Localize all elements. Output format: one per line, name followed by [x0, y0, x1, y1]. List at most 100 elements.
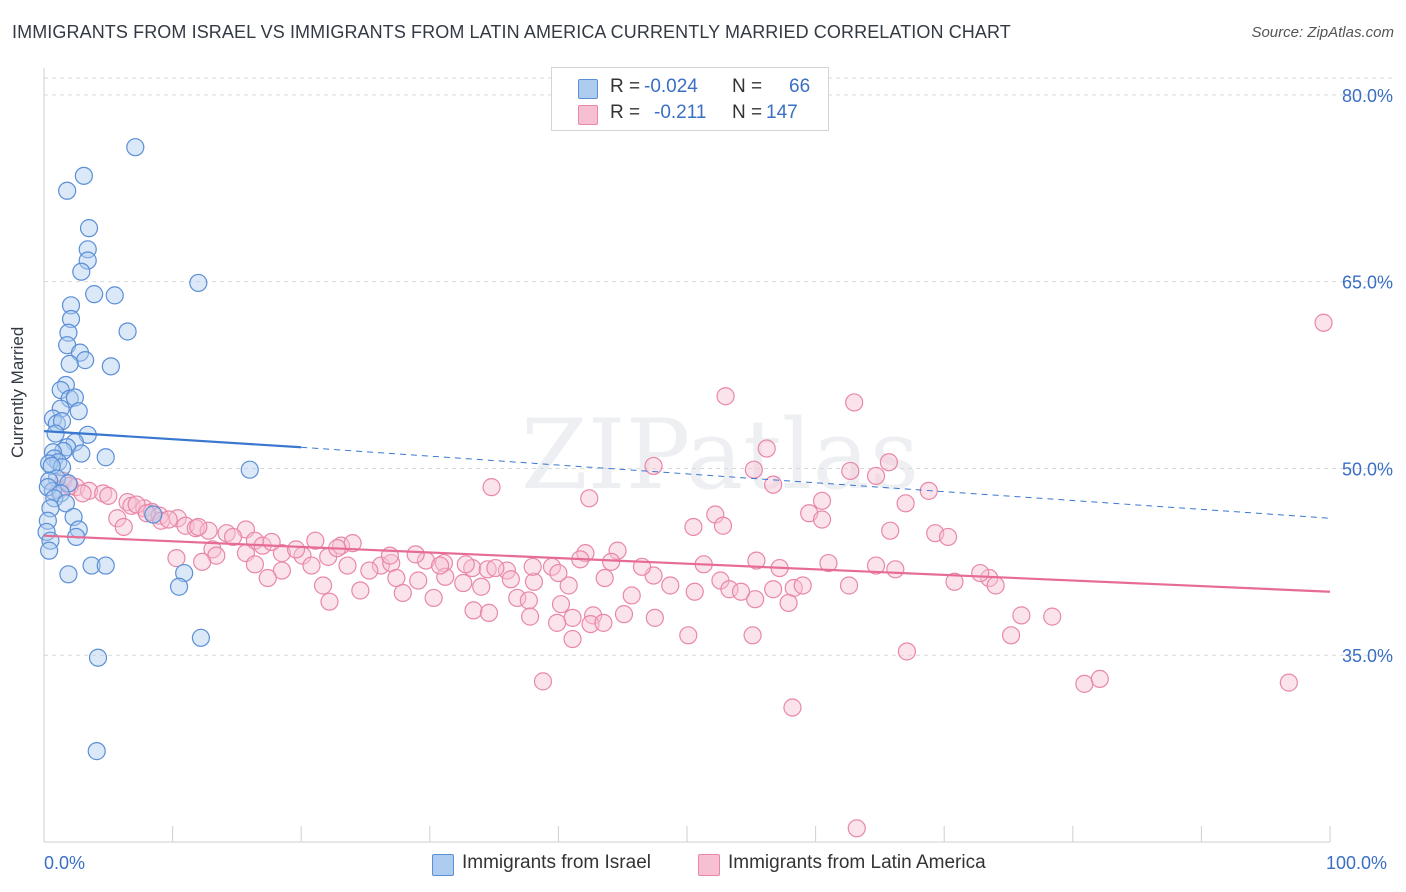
- legend-n-value: 66: [789, 76, 811, 97]
- latam-point: [812, 491, 832, 510]
- latam-point: [409, 571, 428, 590]
- latam-point: [661, 576, 680, 595]
- israel-point: [96, 556, 115, 575]
- latam-point: [819, 553, 838, 573]
- latam-point: [779, 593, 798, 613]
- y-tick-label: 35.0%: [1342, 646, 1393, 666]
- latam-point: [684, 517, 703, 537]
- latam-swatch: [578, 105, 598, 125]
- latam-point: [223, 527, 243, 547]
- latam-point: [559, 576, 578, 595]
- y-tick-label: 50.0%: [1342, 459, 1393, 479]
- israel-point: [61, 309, 81, 329]
- israel-point: [69, 402, 88, 421]
- y-tick-label: 65.0%: [1342, 273, 1393, 293]
- israel-point: [144, 505, 163, 524]
- latam-point: [472, 577, 491, 596]
- israel-legend-label: Immigrants from Israel: [462, 852, 651, 873]
- latam-point: [746, 590, 765, 609]
- latam-point: [320, 592, 339, 611]
- latam-point: [521, 607, 540, 626]
- latam-point: [99, 486, 118, 505]
- latam-point: [812, 510, 832, 529]
- latam-point: [783, 698, 802, 717]
- israel-point: [105, 286, 124, 305]
- israel-point: [59, 474, 78, 493]
- israel-point: [96, 448, 115, 467]
- latam-trend-line: [43, 534, 1331, 593]
- latam-point: [747, 551, 766, 570]
- latam-point: [387, 568, 406, 588]
- israel-point: [56, 375, 75, 395]
- latam-point: [679, 626, 698, 645]
- latam-point: [1314, 313, 1333, 332]
- legend-n-label: N =: [732, 102, 763, 123]
- israel-point: [79, 219, 99, 238]
- latam-point: [897, 642, 917, 661]
- israel-point: [76, 351, 95, 370]
- israel-point: [189, 273, 208, 293]
- israel-point: [60, 354, 79, 373]
- y-tick-label: 80.0%: [1342, 86, 1393, 106]
- israel-point: [59, 565, 78, 584]
- legend-n-value: 147: [766, 102, 798, 123]
- israel-point: [101, 357, 120, 376]
- latam-point: [159, 510, 178, 529]
- israel-point: [191, 628, 210, 647]
- latam-point: [622, 586, 641, 605]
- israel-point: [45, 489, 64, 508]
- latam-point: [338, 556, 357, 575]
- legend-r-label: R =: [610, 102, 641, 123]
- latam-point: [744, 460, 763, 479]
- latam-point: [886, 560, 905, 579]
- latam-point: [286, 540, 306, 559]
- latam-point: [406, 545, 425, 564]
- latam-points: [50, 313, 1333, 838]
- latam-point: [1279, 673, 1298, 692]
- latam-point: [360, 561, 379, 580]
- latam-point: [501, 570, 520, 589]
- latam-point: [847, 819, 866, 838]
- latam-point: [302, 556, 321, 575]
- latam-point: [986, 576, 1005, 595]
- latam-point: [839, 576, 859, 595]
- israel-legend-swatch: [432, 854, 454, 876]
- israel-point: [175, 563, 194, 583]
- latam-point: [602, 552, 621, 571]
- latam-point: [351, 581, 370, 600]
- latam-point: [713, 516, 733, 535]
- latam-point: [1012, 606, 1031, 625]
- israel-point: [88, 648, 108, 667]
- latam-point: [743, 626, 762, 645]
- israel-point: [43, 443, 63, 462]
- latam-point: [845, 393, 864, 412]
- trend-lines: [43, 429, 1331, 593]
- latam-point: [524, 572, 544, 591]
- israel-point: [74, 166, 93, 185]
- latam-point: [430, 556, 450, 575]
- israel-point: [169, 577, 189, 596]
- chart-title: IMMIGRANTS FROM ISRAEL VS IMMIGRANTS FRO…: [12, 22, 1011, 42]
- israel-point: [85, 285, 104, 304]
- israel-point: [40, 471, 59, 491]
- israel-point: [40, 541, 59, 560]
- latam-point: [1075, 674, 1094, 693]
- latam-point: [581, 614, 600, 634]
- latam-point: [594, 613, 613, 632]
- latam-point: [644, 456, 663, 476]
- latam-point: [866, 466, 886, 486]
- latam-point: [866, 556, 886, 575]
- latam-point: [436, 567, 455, 586]
- latam-point: [563, 608, 582, 627]
- latam-point: [595, 568, 614, 588]
- latam-point: [757, 439, 776, 458]
- latam-point: [258, 568, 277, 588]
- latam-point: [614, 605, 634, 624]
- correlation-legend: R = -0.024 N = 66 R = -0.211 N = 147: [551, 67, 829, 131]
- israel-point: [72, 444, 91, 463]
- israel-point: [240, 460, 259, 479]
- latam-point: [548, 613, 567, 632]
- israel-trend-line: [43, 429, 302, 449]
- y-axis-label: Currently Married: [8, 326, 27, 458]
